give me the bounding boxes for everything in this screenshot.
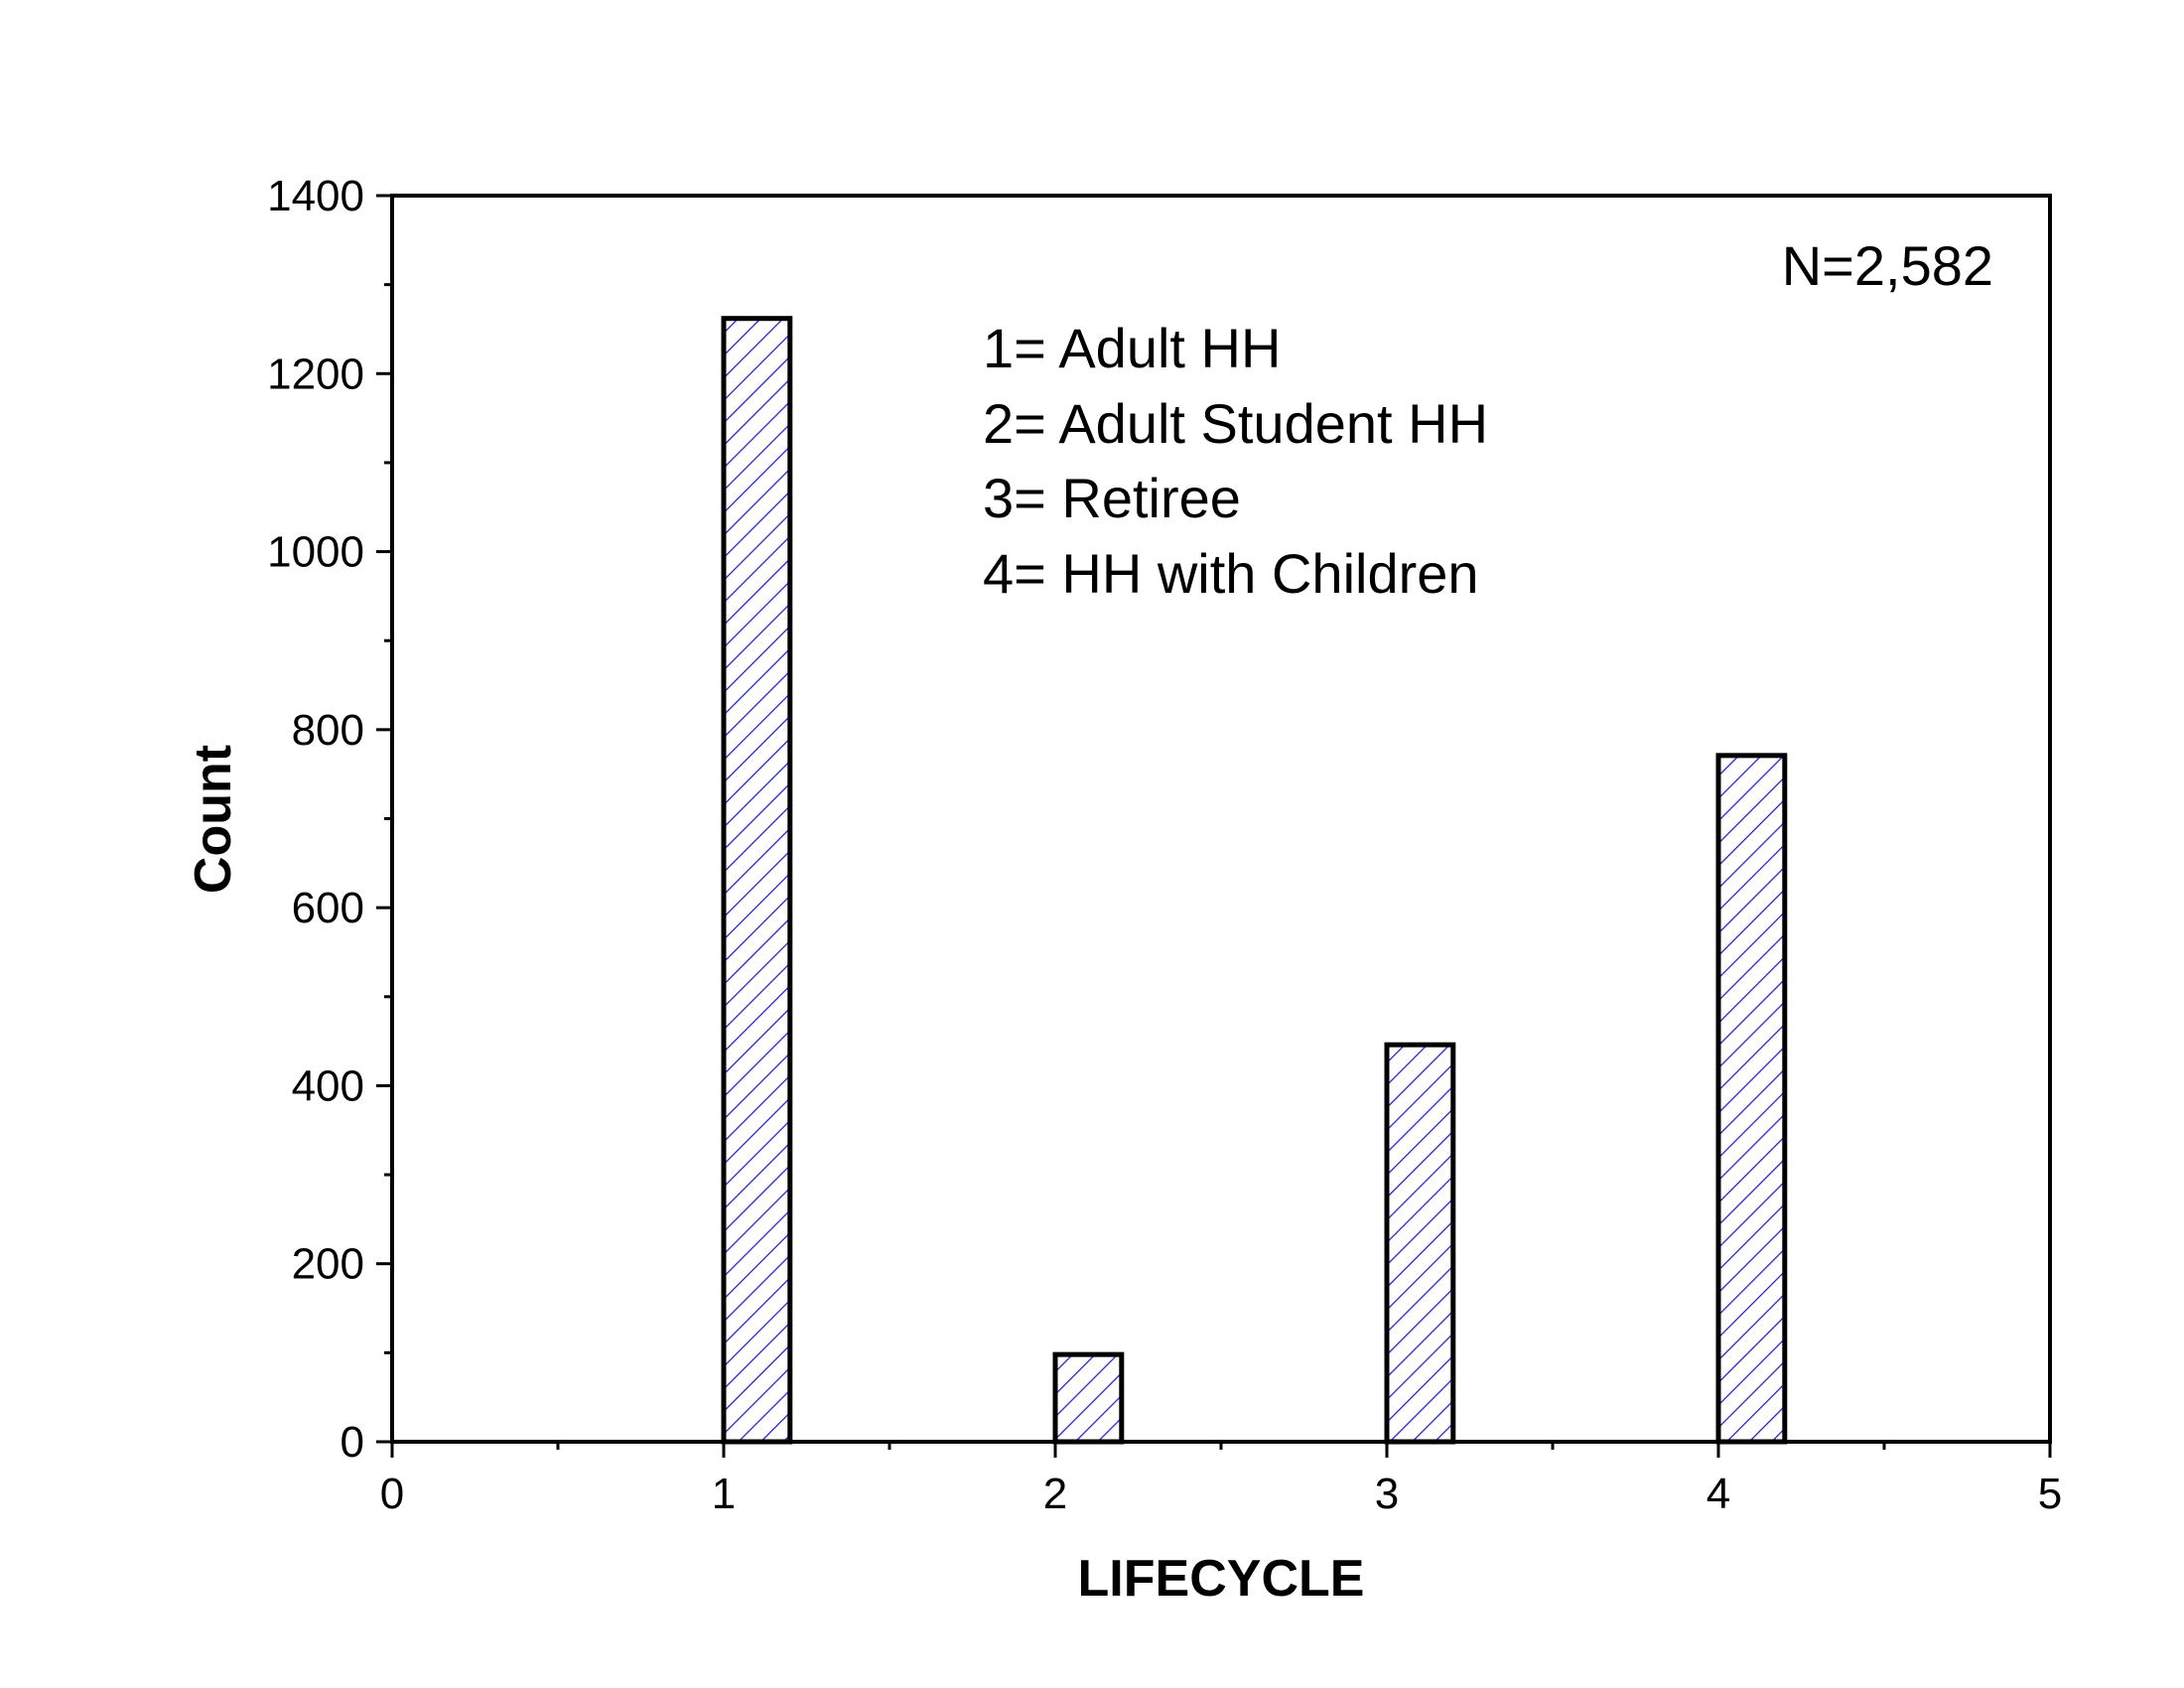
bar-4 (1715, 753, 1788, 1445)
y-axis-title: Count (185, 745, 242, 894)
y-tick-label-1400: 1400 (267, 172, 364, 220)
legend-note-3: 3= Retiree (983, 467, 1241, 529)
x-tick-label-5: 5 (2038, 1470, 2062, 1518)
x-tick-label-1: 1 (712, 1470, 736, 1518)
y-tick-label-1000: 1000 (267, 528, 364, 577)
y-tick-label-600: 600 (292, 884, 364, 932)
y-tick-label-1200: 1200 (267, 350, 364, 398)
bar-3 (1384, 1042, 1456, 1445)
legend-note-4: 4= HH with Children (983, 542, 1479, 605)
ticks-group: 0 1 2 3 4 5 0 200 400 600 800 1000 1200 1400 (267, 172, 2062, 1518)
category-legend: 1= Adult HH 2= Adult Student HH 3= Retir… (983, 317, 1488, 605)
y-tick-label-400: 400 (292, 1061, 364, 1110)
bar-1 (721, 316, 793, 1445)
x-tick-label-4: 4 (1706, 1470, 1730, 1518)
y-tick-label-200: 200 (292, 1240, 364, 1289)
legend-note-1: 1= Adult HH (983, 317, 1281, 379)
x-tick-label-3: 3 (1375, 1470, 1399, 1518)
bar-2 (1052, 1351, 1125, 1445)
bars-group (721, 316, 1788, 1445)
y-tick-label-0: 0 (341, 1418, 364, 1467)
legend-note-2: 2= Adult Student HH (983, 392, 1488, 455)
plot-frame (390, 194, 2052, 1444)
x-tick-label-0: 0 (380, 1470, 404, 1518)
x-tick-label-2: 2 (1043, 1470, 1067, 1518)
x-axis-title: LIFECYCLE (1078, 1550, 1365, 1608)
y-tick-label-800: 800 (292, 706, 364, 755)
sample-size-annotation: N=2,582 (1782, 234, 1993, 297)
